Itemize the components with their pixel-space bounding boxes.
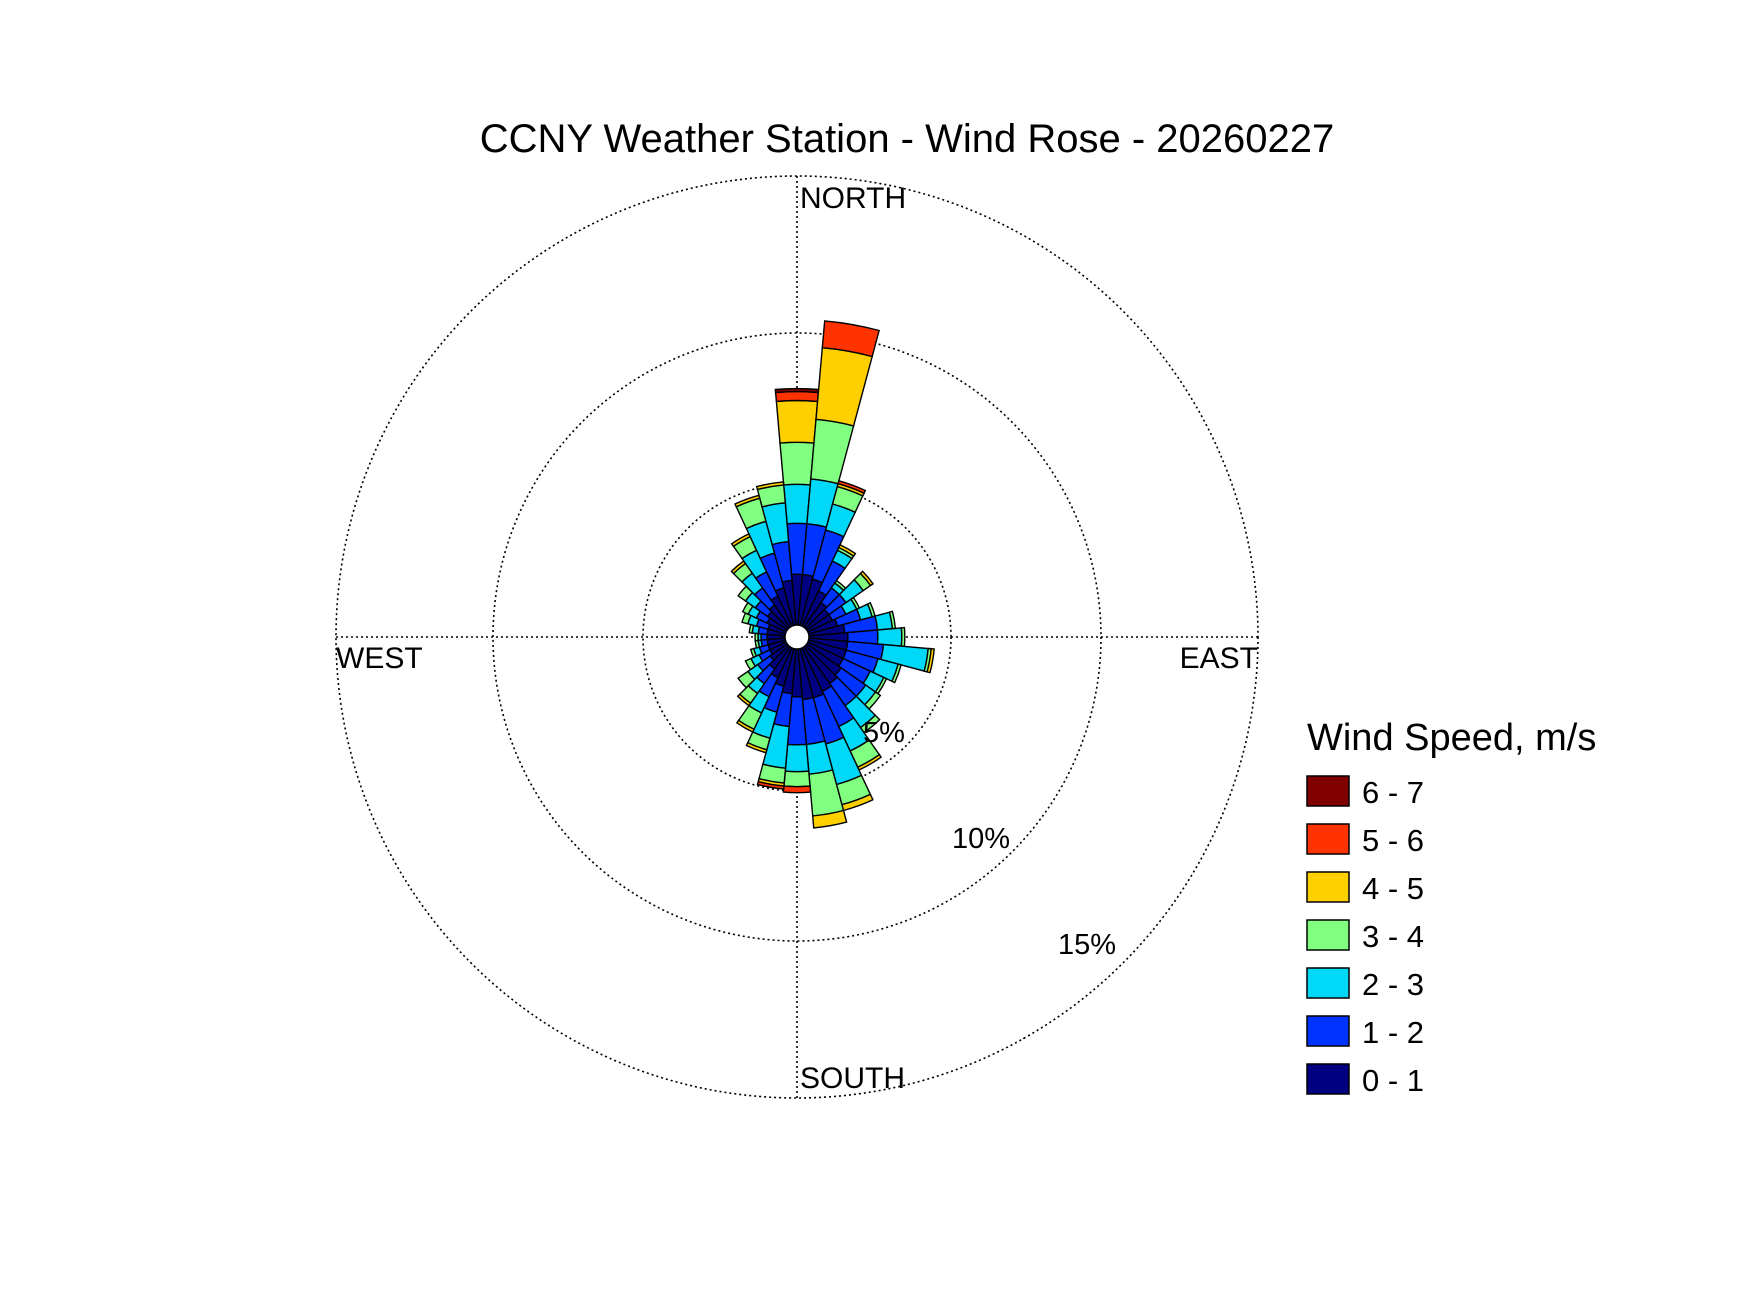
sector-0-bin-2: [782, 483, 812, 525]
sector-0-bin-4: [775, 399, 819, 444]
sector-180-bin-3: [783, 770, 811, 788]
sector-90-bin-3: [900, 626, 906, 648]
legend-label-4: 2 - 3: [1362, 967, 1424, 1002]
sector-10-bin-5: [821, 320, 880, 358]
calm-center: [784, 624, 810, 650]
ring-label-10: 10%: [952, 823, 1010, 855]
legend-swatch-0: [1306, 775, 1350, 807]
sector-230-bin-3: [737, 670, 756, 689]
ring-label-15: 15%: [1058, 929, 1116, 961]
sector-170-bin-4: [811, 809, 848, 829]
legend-label-5: 1 - 2: [1362, 1015, 1424, 1050]
compass-north: NORTH: [800, 182, 906, 215]
sector-260-bin-3: [754, 639, 761, 649]
sector-240-bin-3: [744, 657, 757, 671]
compass-east: EAST: [1180, 642, 1258, 675]
sector-50-bin-4: [859, 570, 874, 587]
legend-swatch-5: [1306, 1015, 1350, 1047]
sector-10-bin-3: [810, 418, 855, 485]
sector-0-bin-6: [774, 387, 820, 394]
legend-swatch-4: [1306, 967, 1350, 999]
sector-350-bin-4: [755, 481, 785, 491]
sector-20-bin-5: [837, 479, 867, 495]
sector-30-bin-4: [837, 543, 857, 558]
sector-100-bin-4: [926, 647, 935, 674]
sector-0-bin-5: [774, 390, 820, 403]
sector-200-bin-4: [745, 741, 768, 754]
chart-title: CCNY Weather Station - Wind Rose - 20260…: [480, 117, 1335, 161]
sector-90-bin-2: [876, 627, 903, 647]
sector-190-bin-5: [756, 780, 785, 790]
legend-label-3: 3 - 4: [1362, 919, 1424, 954]
sector-220-bin-4: [736, 693, 752, 707]
wind-rose-sectors: [730, 320, 935, 829]
sector-180-bin-5: [782, 785, 812, 794]
legend-label-1: 5 - 6: [1362, 823, 1424, 858]
legend-title: Wind Speed, m/s: [1307, 717, 1596, 759]
legend: Wind Speed, m/s 6 - 7 5 - 6 4 - 5 3 - 4 2 - …: [1306, 717, 1596, 1098]
legend-swatch-6: [1306, 1063, 1350, 1095]
legend-label-6: 0 - 1: [1362, 1063, 1424, 1098]
compass-west: WEST: [336, 642, 423, 675]
sector-0-bin-3: [779, 441, 815, 486]
sector-10-bin-4: [815, 346, 874, 427]
legend-swatch-3: [1306, 919, 1350, 951]
legend-label-0: 6 - 7: [1362, 775, 1424, 810]
sector-110-bin-3: [891, 663, 902, 684]
sector-180-bin-2: [784, 743, 810, 773]
legend-swatch-2: [1306, 871, 1350, 903]
legend-label-2: 4 - 5: [1362, 871, 1424, 906]
sector-250-bin-3: [749, 647, 758, 659]
ring-label-5: 5%: [863, 717, 905, 749]
sector-210-bin-4: [735, 719, 755, 733]
legend-swatch-1: [1306, 823, 1350, 855]
sector-270-bin-3: [754, 632, 759, 642]
compass-south: SOUTH: [800, 1062, 905, 1095]
